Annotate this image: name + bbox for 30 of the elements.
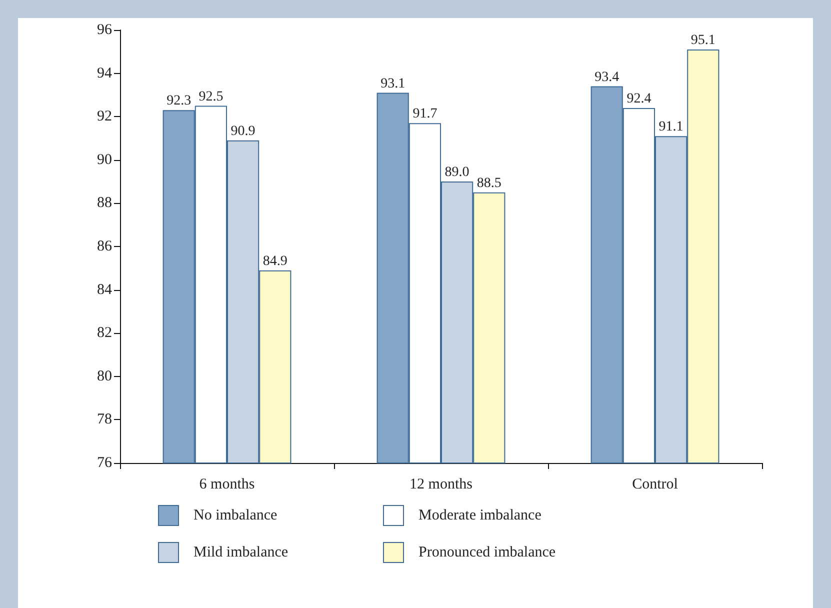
data-label: 92.4 bbox=[626, 91, 652, 106]
legend-label: No imbalance bbox=[194, 508, 278, 524]
data-label: 91.7 bbox=[412, 106, 438, 122]
data-label: 91.1 bbox=[658, 120, 684, 135]
y-tick-label: 82 bbox=[97, 325, 112, 342]
data-label: 93.1 bbox=[380, 76, 406, 92]
data-label: 95.1 bbox=[690, 32, 716, 48]
x-tick-label: 12 months bbox=[410, 476, 473, 492]
data-label: 84.9 bbox=[262, 254, 288, 269]
legend-label: Mild imbalance bbox=[194, 544, 288, 560]
x-tick-label: Control bbox=[632, 476, 678, 492]
x-tick-label: 6 months bbox=[199, 476, 255, 492]
data-label: 89.0 bbox=[444, 165, 470, 180]
y-tick-label: 90 bbox=[97, 152, 112, 168]
y-tick-label: 80 bbox=[97, 368, 112, 384]
data-label: 90.9 bbox=[230, 124, 256, 139]
legend-label: Moderate imbalance bbox=[418, 508, 542, 524]
y-tick-label: 76 bbox=[97, 455, 112, 471]
y-tick-label: 84 bbox=[97, 282, 112, 298]
y-tick-label: 94 bbox=[97, 65, 112, 82]
y-tick-label: 88 bbox=[97, 195, 112, 212]
y-tick-label: 92 bbox=[97, 108, 112, 125]
data-label: 93.4 bbox=[594, 70, 620, 85]
data-label: 88.5 bbox=[476, 176, 502, 191]
legend-label: Pronounced imbalance bbox=[418, 544, 556, 560]
y-tick-label: 96 bbox=[97, 22, 112, 38]
y-tick-label: 78 bbox=[97, 412, 112, 428]
y-tick-label: 86 bbox=[97, 238, 112, 254]
data-label: 92.3 bbox=[166, 94, 192, 109]
data-label: 92.5 bbox=[198, 89, 224, 104]
